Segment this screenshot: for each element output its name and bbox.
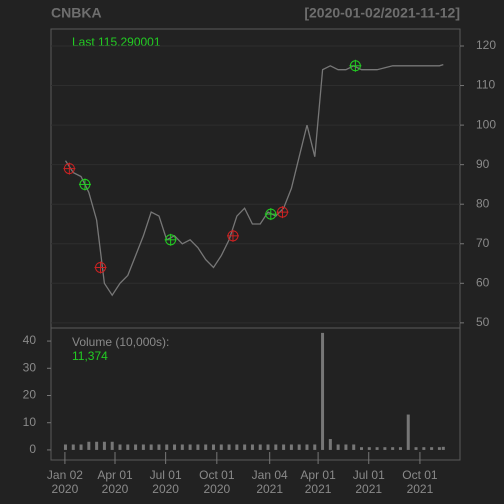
- volume-bar: [367, 447, 371, 450]
- volume-bar: [282, 444, 286, 450]
- x-tick-label: 2021: [305, 482, 332, 496]
- y-tick-label: 10: [23, 415, 37, 429]
- volume-bar: [118, 444, 122, 450]
- volume-bar: [110, 441, 114, 450]
- volume-bar: [87, 441, 91, 450]
- y-tick-label: 90: [476, 157, 490, 171]
- volume-bar: [360, 447, 364, 450]
- y-tick-label: 100: [476, 117, 496, 131]
- signal-marker: [164, 233, 177, 246]
- volume-bar: [227, 444, 231, 450]
- volume-bar: [95, 441, 99, 450]
- x-tick-label: Apr 01: [300, 468, 336, 482]
- volume-bar: [344, 444, 348, 450]
- signal-marker: [94, 261, 107, 274]
- x-tick-label: 2020: [52, 482, 79, 496]
- volume-bar: [274, 444, 278, 450]
- signal-marker: [78, 178, 91, 191]
- volume-bar: [235, 444, 239, 450]
- volume-bar: [266, 444, 270, 450]
- price-line: [64, 63, 444, 297]
- volume-bar: [414, 447, 418, 450]
- volume-bar: [149, 444, 153, 450]
- volume-bar: [383, 447, 387, 450]
- signal-marker: [226, 229, 239, 242]
- volume-bar: [63, 444, 67, 450]
- volume-label: Volume (10,000s):: [72, 335, 169, 349]
- y-tick-label: 80: [476, 196, 490, 210]
- volume-bar: [321, 332, 325, 450]
- volume-bar: [398, 447, 402, 450]
- volume-bar: [328, 439, 332, 450]
- volume-bar: [188, 444, 192, 450]
- volume-bar: [243, 444, 247, 450]
- y-tick-label: 20: [23, 388, 37, 402]
- x-tick-label: 2021: [355, 482, 382, 496]
- volume-bar: [196, 444, 200, 450]
- x-tick-label: 2020: [102, 482, 129, 496]
- volume-bar: [211, 444, 215, 450]
- volume-bar: [141, 444, 145, 450]
- x-tick-label: Jan 04: [252, 468, 288, 482]
- x-tick-label: 2020: [152, 482, 179, 496]
- volume-bar: [406, 414, 410, 450]
- signal-marker: [63, 162, 76, 175]
- volume-bar: [258, 444, 262, 450]
- volume-bar: [250, 444, 254, 450]
- x-tick-label: 2021: [407, 482, 434, 496]
- volume-bar: [305, 444, 309, 450]
- y-tick-label: 0: [29, 442, 36, 456]
- y-tick-label: 120: [476, 38, 496, 52]
- volume-bar: [430, 447, 434, 450]
- volume-bar: [134, 444, 138, 450]
- chart-title: CNBKA: [51, 5, 102, 21]
- volume-bar: [71, 444, 75, 450]
- volume-bar: [375, 447, 379, 450]
- volume-bar: [313, 444, 317, 450]
- x-tick-label: Oct 01: [199, 468, 235, 482]
- volume-bar: [336, 444, 340, 450]
- y-tick-label: 30: [23, 360, 37, 374]
- x-tick-label: 2021: [256, 482, 283, 496]
- volume-bar: [79, 444, 83, 450]
- volume-panel: [50, 327, 461, 461]
- volume-bar: [437, 447, 441, 450]
- volume-bar: [297, 444, 301, 450]
- volume-bar: [157, 444, 161, 450]
- volume-bar: [165, 444, 169, 450]
- volume-bar: [422, 447, 426, 450]
- volume-bar: [391, 447, 395, 450]
- y-tick-label: 50: [476, 315, 490, 329]
- last-volume: 11,374: [72, 349, 108, 363]
- signal-marker: [349, 59, 362, 72]
- date-range: [2020-01-02/2021-11-12]: [304, 5, 460, 21]
- y-tick-label: 60: [476, 275, 490, 289]
- y-tick-label: 40: [23, 333, 37, 347]
- y-tick-label: 70: [476, 236, 490, 250]
- signal-marker: [276, 206, 289, 219]
- volume-bar: [219, 444, 223, 450]
- x-tick-label: Oct 01: [402, 468, 438, 482]
- volume-bar: [126, 444, 130, 450]
- volume-bar: [352, 444, 356, 450]
- x-tick-label: 2020: [203, 482, 230, 496]
- last-price: Last 115.290001: [72, 35, 161, 49]
- x-tick-label: Jul 01: [353, 468, 385, 482]
- x-tick-label: Jan 02: [47, 468, 83, 482]
- x-tick-label: Apr 01: [97, 468, 133, 482]
- volume-bar: [441, 446, 445, 450]
- volume-bar: [204, 444, 208, 450]
- volume-bar: [173, 444, 177, 450]
- volume-bar: [180, 444, 184, 450]
- y-tick-label: 110: [476, 78, 495, 92]
- volume-bar: [102, 441, 106, 450]
- x-tick-label: Jul 01: [150, 468, 182, 482]
- signal-marker: [264, 208, 277, 221]
- volume-bar: [289, 444, 293, 450]
